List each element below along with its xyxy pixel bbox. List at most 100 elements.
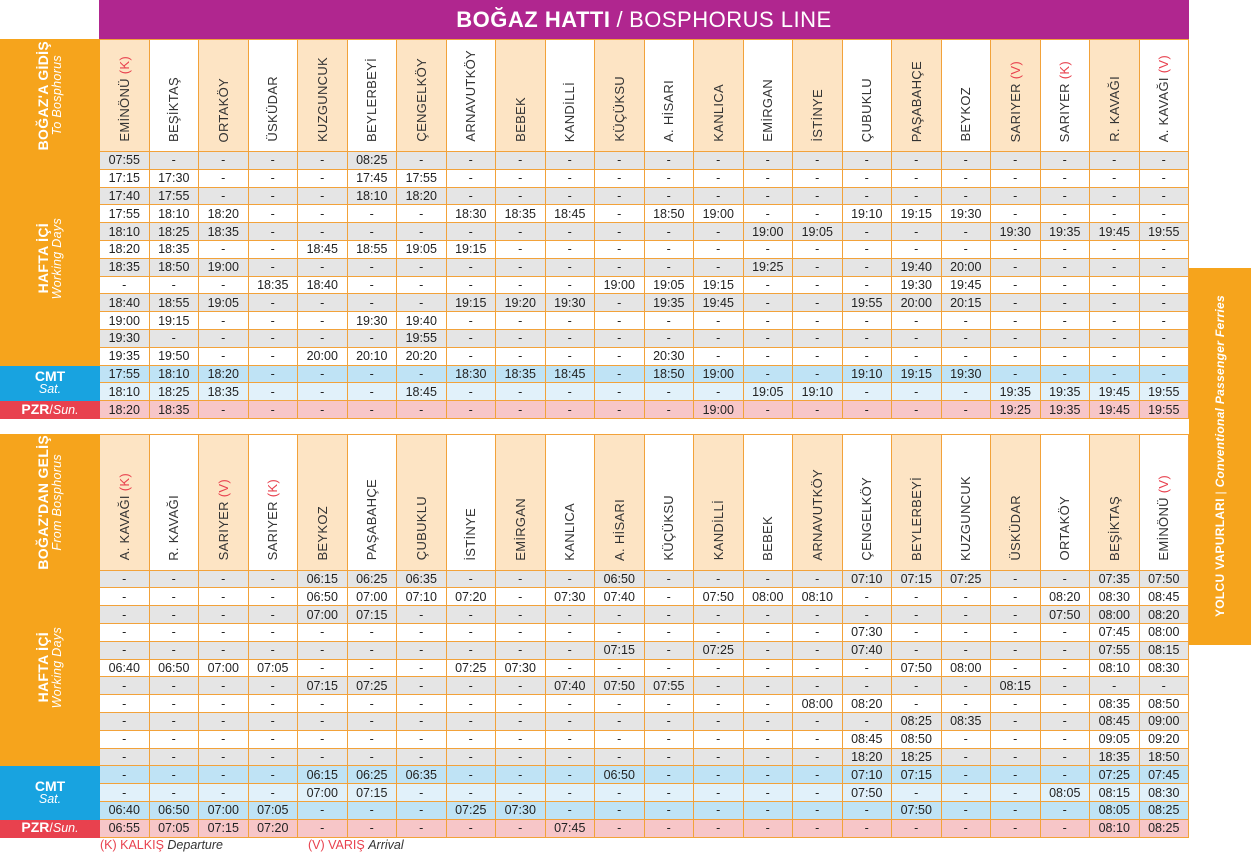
time-cell: - bbox=[1039, 257, 1090, 277]
time-cell: 07:00 bbox=[198, 800, 249, 820]
time-cell: - bbox=[346, 400, 397, 419]
time-cell: - bbox=[297, 640, 348, 660]
time-cell: - bbox=[445, 346, 496, 366]
weekday-trip-row: 18:10 18:25 18:35- - - - - - - - - -19:00 19:05- - -19… bbox=[1, 222, 1189, 241]
time-cell: - bbox=[891, 382, 942, 402]
time-cell: - bbox=[792, 605, 843, 624]
time-cell: - bbox=[1039, 204, 1090, 224]
time-cell: - bbox=[148, 676, 199, 696]
time-cell: - bbox=[1039, 818, 1090, 838]
time-cell: - bbox=[891, 676, 942, 696]
time-cell: - bbox=[1138, 275, 1189, 295]
time-cell: - bbox=[594, 783, 645, 802]
time-cell: - bbox=[198, 765, 249, 785]
time-cell: - bbox=[841, 605, 892, 624]
time-cell: - bbox=[445, 257, 496, 277]
time-cell: - bbox=[792, 800, 843, 820]
time-cell: - bbox=[1039, 569, 1090, 589]
time-cell: 18:35 bbox=[495, 204, 546, 224]
time-cell: - bbox=[445, 783, 496, 802]
time-cell: - bbox=[643, 605, 694, 624]
time-cell: - bbox=[643, 765, 694, 785]
station-header: KÜÇÜKSU bbox=[594, 39, 645, 152]
line-title-banner: BOĞAZ HATTI / BOSPHORUS LINE bbox=[99, 0, 1189, 39]
time-cell: - bbox=[346, 328, 397, 348]
direction-label: BOĞAZ'A GİDİŞ To Bosphorus bbox=[0, 39, 100, 152]
time-cell: - bbox=[594, 186, 645, 206]
time-cell: 07:15 bbox=[891, 569, 942, 589]
weekday-trip-row: - - - -07:00 07:15- - - - - - - - - - - - -07:50 08:00 08:… bbox=[1, 605, 1189, 624]
time-cell: - bbox=[940, 676, 991, 696]
time-cell: 07:00 bbox=[297, 783, 348, 802]
time-cell: - bbox=[445, 275, 496, 295]
time-cell: 17:55 bbox=[99, 364, 150, 384]
station-name: SARIYER bbox=[1007, 82, 1023, 142]
time-cell: - bbox=[495, 747, 546, 767]
station-name: KÜÇÜKSU bbox=[661, 494, 677, 561]
time-cell: - bbox=[643, 328, 694, 348]
time-cell: - bbox=[544, 275, 595, 295]
station-header: A. KAVAĞI (V) bbox=[1138, 39, 1189, 152]
time-cell: - bbox=[148, 765, 199, 785]
time-cell: - bbox=[445, 151, 496, 170]
time-cell: - bbox=[693, 623, 744, 642]
sunday-trip-row: PZR/Sun. 06:55 07:05 07:15 07:20- - - - -07:45- -… bbox=[0, 818, 1189, 838]
time-cell: 19:00 bbox=[693, 204, 744, 224]
time-cell: - bbox=[99, 569, 150, 589]
time-cell: - bbox=[198, 186, 249, 206]
weekday-label-tr: HAFTA İÇİ bbox=[35, 632, 51, 704]
time-cell: 08:35 bbox=[940, 711, 991, 731]
time-cell: - bbox=[990, 364, 1041, 384]
time-cell: 18:40 bbox=[99, 293, 150, 313]
time-cell: - bbox=[940, 587, 991, 607]
time-cell: 18:10 bbox=[148, 204, 199, 224]
time-cell: - bbox=[445, 676, 496, 696]
time-cell: - bbox=[1039, 311, 1090, 330]
time-cell: - bbox=[544, 222, 595, 241]
time-cell: - bbox=[792, 275, 843, 295]
weekday-trip-row: 17:40 17:55- - -18:10 18:20- - - - - - - - - - - - - - - bbox=[1, 186, 1189, 206]
time-cell: 07:35 bbox=[1089, 569, 1140, 589]
saturday-label: CMT Sat. bbox=[0, 364, 100, 402]
time-cell: - bbox=[148, 694, 199, 713]
time-cell: - bbox=[396, 800, 447, 820]
time-cell: - bbox=[247, 311, 298, 330]
time-cell: - bbox=[990, 311, 1041, 330]
time-cell: 08:50 bbox=[1138, 694, 1189, 713]
time-cell: 20:10 bbox=[346, 346, 397, 366]
time-cell: - bbox=[495, 711, 546, 731]
time-cell: 18:35 bbox=[148, 239, 199, 259]
time-cell: - bbox=[445, 640, 496, 660]
time-cell: 07:15 bbox=[346, 605, 397, 624]
station-header: EMİRGAN bbox=[495, 434, 546, 571]
time-cell: - bbox=[594, 605, 645, 624]
time-cell: - bbox=[841, 587, 892, 607]
time-cell: - bbox=[148, 783, 199, 802]
station-name: BEŞİKTAŞ bbox=[1106, 495, 1122, 561]
time-cell: - bbox=[792, 640, 843, 660]
time-cell: 19:15 bbox=[891, 204, 942, 224]
station-name: ÇUBUKLU bbox=[413, 496, 429, 561]
time-cell: 18:50 bbox=[643, 364, 694, 384]
time-cell: - bbox=[1089, 311, 1140, 330]
time-cell: - bbox=[1138, 364, 1189, 384]
time-cell: 19:55 bbox=[1138, 382, 1189, 402]
time-cell: - bbox=[495, 382, 546, 402]
time-cell: 07:00 bbox=[297, 605, 348, 624]
time-cell: - bbox=[1138, 239, 1189, 259]
time-cell: - bbox=[1089, 346, 1140, 366]
time-cell: - bbox=[346, 818, 397, 838]
time-cell: - bbox=[940, 328, 991, 348]
time-cell: - bbox=[693, 569, 744, 589]
time-cell: - bbox=[792, 328, 843, 348]
time-cell: - bbox=[643, 257, 694, 277]
time-cell: - bbox=[297, 204, 348, 224]
time-cell: - bbox=[396, 400, 447, 419]
time-cell: 18:10 bbox=[99, 382, 150, 402]
time-cell: - bbox=[1138, 151, 1189, 170]
station-name: BEŞİKTAŞ bbox=[166, 76, 182, 142]
time-cell: 07:10 bbox=[841, 569, 892, 589]
time-cell: 08:05 bbox=[1039, 783, 1090, 802]
station-name: BEYKOZ bbox=[958, 87, 974, 142]
saturday-label-en: Sat. bbox=[38, 381, 62, 396]
